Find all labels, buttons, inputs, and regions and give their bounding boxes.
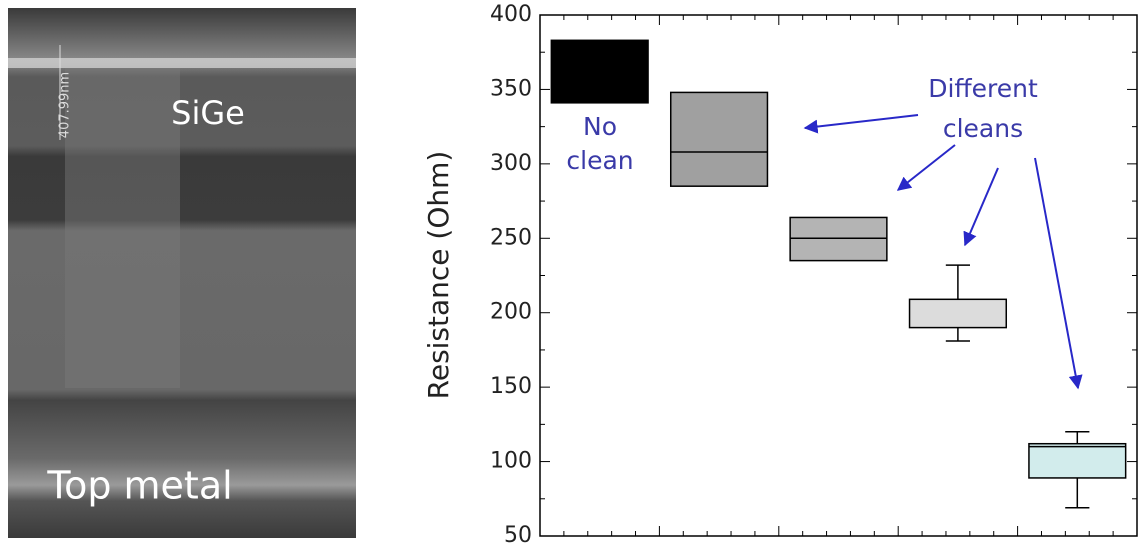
annotation: clean xyxy=(566,146,633,175)
y-axis-label: Resistance (Ohm) xyxy=(422,151,455,400)
box xyxy=(910,299,1007,327)
y-tick-label: 350 xyxy=(490,76,532,101)
scale-label: 407.99nm xyxy=(58,72,73,138)
annotation: No xyxy=(583,112,617,141)
box xyxy=(1029,444,1126,478)
page: 407.99nm SiGe Top metal Resistance (Ohm)… xyxy=(0,0,1141,546)
layer-label: Top metal xyxy=(46,464,232,508)
box xyxy=(551,40,648,103)
y-tick-label: 300 xyxy=(490,151,532,176)
y-tick-label: 50 xyxy=(504,523,532,546)
y-tick-label: 250 xyxy=(490,225,532,250)
annotation: cleans xyxy=(943,114,1023,143)
annotation: Different xyxy=(928,74,1038,103)
sem-image: 407.99nm SiGe Top metal xyxy=(8,8,356,538)
y-tick-label: 400 xyxy=(490,2,532,27)
layer-label: SiGe xyxy=(171,94,245,132)
y-tick-label: 100 xyxy=(490,449,532,474)
box xyxy=(671,92,768,186)
y-tick-label: 200 xyxy=(490,300,532,325)
y-tick-label: 150 xyxy=(490,374,532,399)
